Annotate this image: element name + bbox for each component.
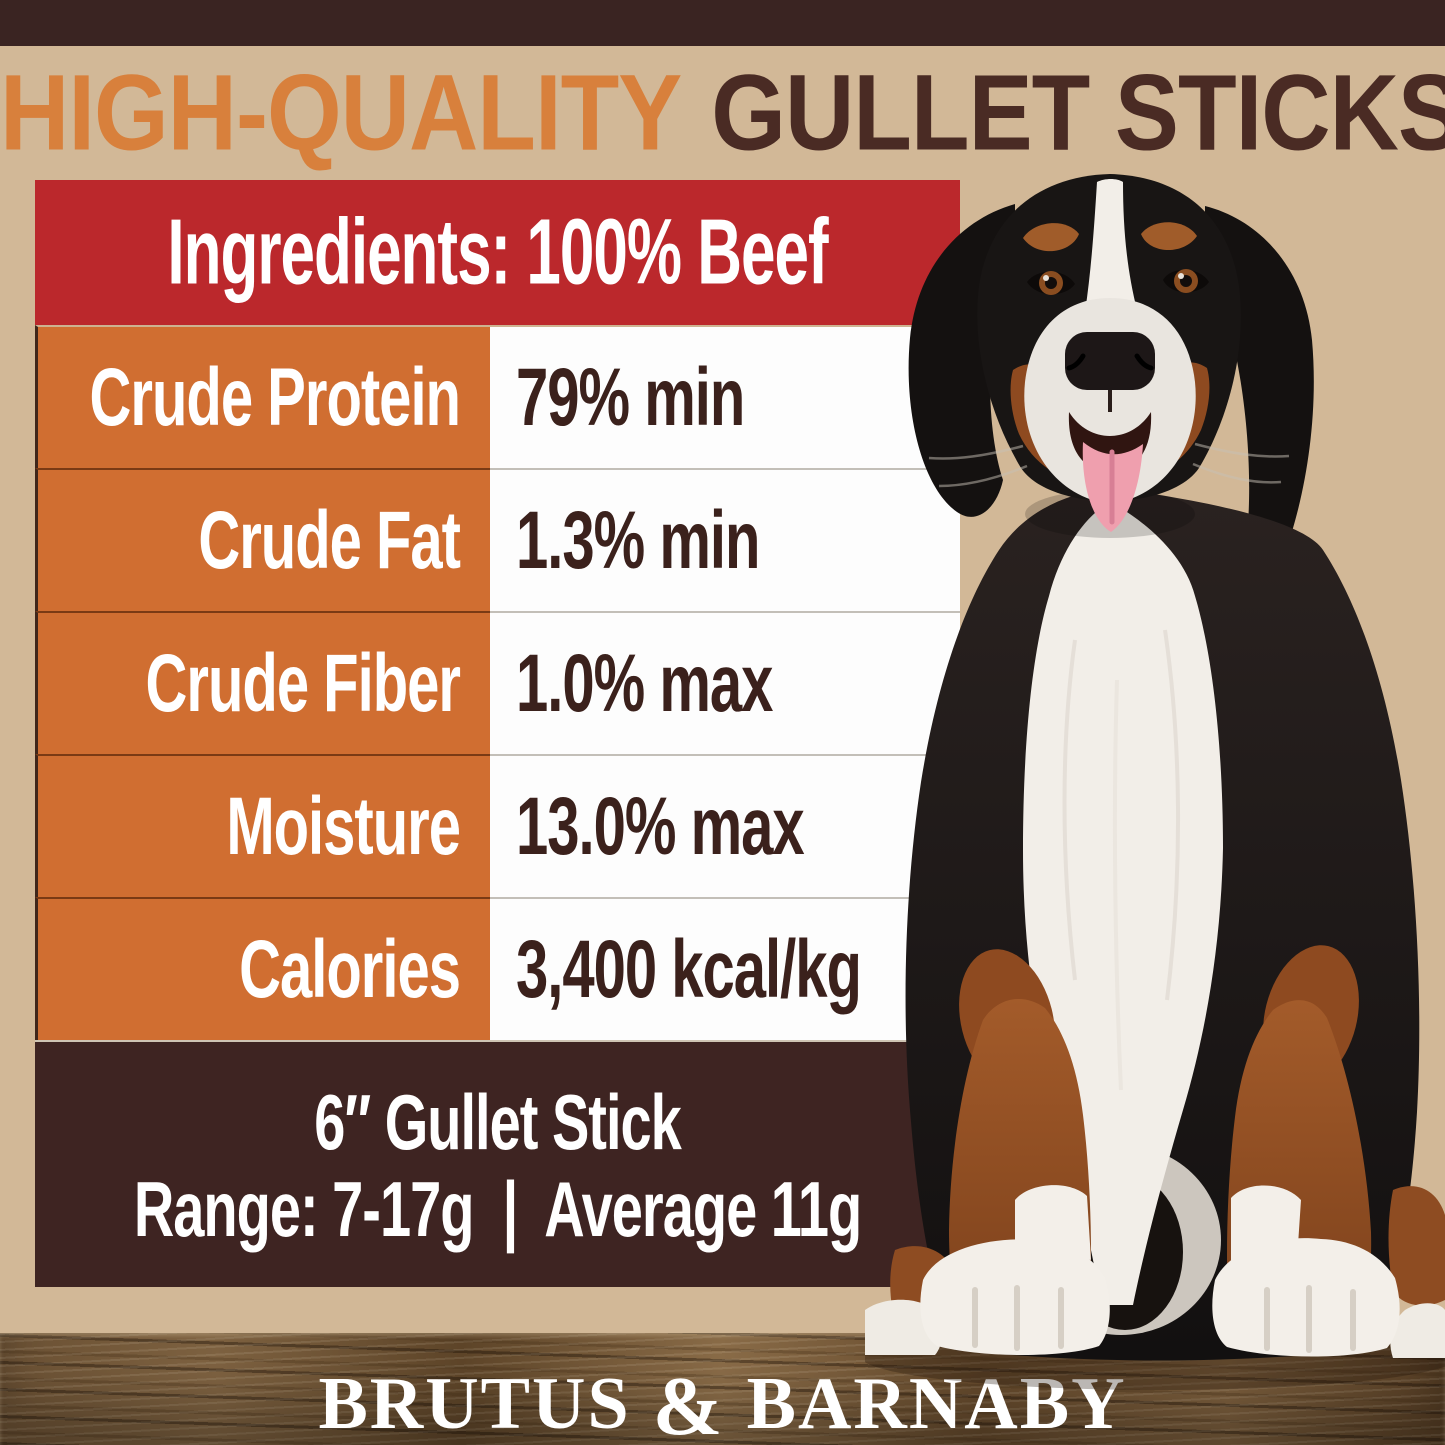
row-value-cell: 1.3% min xyxy=(490,468,960,611)
table-row: Crude Fat 1.3% min xyxy=(35,468,960,611)
dog-body xyxy=(905,488,1420,1361)
stick-size-line: 6″ Gullet Stick xyxy=(314,1076,682,1166)
page-title: HIGH-QUALITY GULLET STICKS xyxy=(0,52,1445,173)
dog-left-elbow xyxy=(959,949,1055,1091)
row-label: Crude Fiber xyxy=(145,638,461,729)
dog-belly-fur xyxy=(1021,1145,1221,1335)
table-row: Crude Fiber 1.0% max xyxy=(35,611,960,754)
dog-left-eye xyxy=(1039,271,1063,295)
dog-right-eye xyxy=(1174,269,1198,293)
dog-neck-shadow xyxy=(1025,490,1195,538)
row-value: 1.0% max xyxy=(516,638,773,729)
dog-belly-patch xyxy=(1067,1174,1183,1330)
brand-left: BRUTUS xyxy=(318,1363,631,1445)
row-value: 13.0% max xyxy=(516,781,805,872)
row-value: 79% min xyxy=(516,352,745,443)
table-header-ingredients: Ingredients: 100% Beef xyxy=(35,180,960,325)
table-footer-size-info: 6″ Gullet Stick Range: 7-17g | Average 1… xyxy=(35,1040,960,1287)
row-label: Crude Fat xyxy=(198,495,461,586)
row-label: Crude Protein xyxy=(89,352,461,443)
ingredients-text: Ingredients: 100% Beef xyxy=(167,200,828,305)
dog-right-elbow xyxy=(1263,945,1359,1087)
dog-left-eyebrow xyxy=(1023,223,1079,252)
row-label-cell: Calories xyxy=(35,897,490,1040)
table-row: Moisture 13.0% max xyxy=(35,754,960,897)
brand-right: BARNABY xyxy=(746,1363,1127,1445)
dog-chest xyxy=(1023,502,1223,1305)
dog-left-front-leg xyxy=(949,998,1091,1315)
row-value: 1.3% min xyxy=(516,495,760,586)
row-value-cell: 1.0% max xyxy=(490,611,960,754)
dog-mouth xyxy=(1068,412,1152,472)
row-value-cell: 3,400 kcal/kg xyxy=(490,897,960,1040)
table-row: Crude Protein 79% min xyxy=(35,325,960,468)
weight-range-line: Range: 7-17g | Average 11g xyxy=(133,1163,862,1253)
dog-right-eyebrow xyxy=(1141,222,1197,251)
dog-tongue xyxy=(1082,442,1143,532)
title-product: GULLET STICKS xyxy=(711,53,1445,173)
table-row: Calories 3,400 kcal/kg xyxy=(35,897,960,1040)
brand-logo: BRUTUS & BARNABY xyxy=(0,1352,1445,1445)
dog-head xyxy=(977,174,1241,501)
top-bar xyxy=(0,0,1445,46)
row-label-cell: Crude Protein xyxy=(35,325,490,468)
row-label-cell: Crude Fiber xyxy=(35,611,490,754)
dog-nose xyxy=(1065,332,1155,390)
row-value: 3,400 kcal/kg xyxy=(516,924,862,1015)
dog-muzzle xyxy=(1024,298,1196,504)
row-value-cell: 79% min xyxy=(490,325,960,468)
row-label: Moisture xyxy=(226,781,461,872)
row-label-cell: Crude Fat xyxy=(35,468,490,611)
dog-right-cheek xyxy=(1129,362,1210,480)
row-label: Calories xyxy=(239,924,461,1015)
brand-ampersand: & xyxy=(652,1360,725,1445)
dog-right-ear xyxy=(1205,206,1314,577)
row-value-cell: 13.0% max xyxy=(490,754,960,897)
row-label-cell: Moisture xyxy=(35,754,490,897)
nutrition-table: Ingredients: 100% Beef Crude Protein 79%… xyxy=(35,180,960,1287)
dog-blaze xyxy=(1085,179,1137,312)
title-highlight: HIGH-QUALITY xyxy=(0,53,682,173)
dog-right-front-leg xyxy=(1227,1000,1372,1318)
dog-right-hind-leg xyxy=(1388,1186,1445,1306)
dog-left-cheek xyxy=(1010,364,1091,484)
